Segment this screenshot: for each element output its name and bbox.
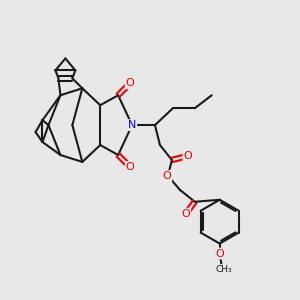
Text: O: O [215,248,224,259]
Text: CH₃: CH₃ [215,265,232,274]
Text: O: O [163,171,171,181]
Text: O: O [182,209,190,219]
Text: O: O [126,78,134,88]
Text: O: O [126,162,134,172]
Text: O: O [183,151,192,161]
Text: N: N [128,120,136,130]
